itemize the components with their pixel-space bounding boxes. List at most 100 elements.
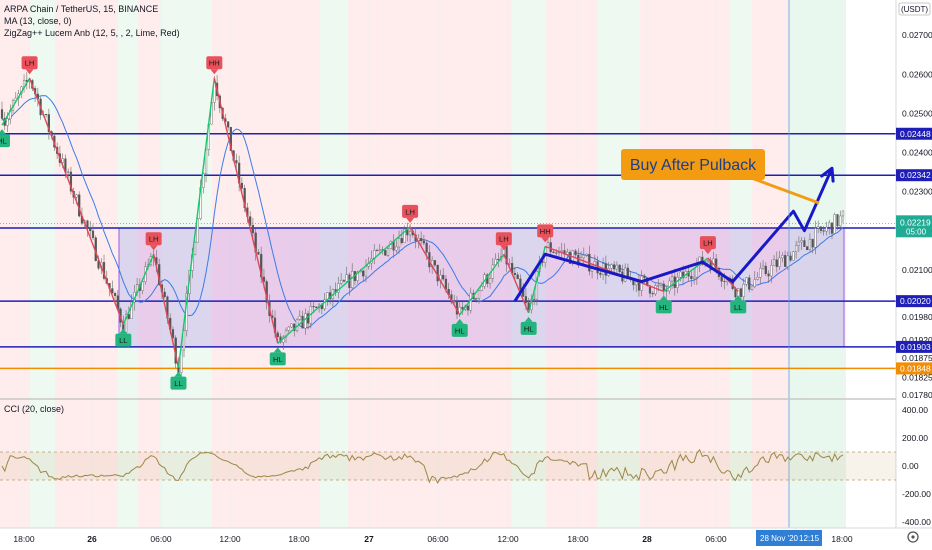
candle-body	[6, 118, 9, 126]
pivot-label: HL	[655, 295, 672, 314]
candle-body	[552, 251, 555, 253]
candle-body	[69, 171, 73, 192]
price-tick-label: 0.01875	[902, 353, 932, 363]
pivot-text: HL	[455, 326, 465, 335]
pivot-pointer	[0, 129, 6, 135]
candle-body	[651, 293, 654, 295]
cci-tick-label: 200.00	[902, 433, 928, 443]
zigzag-segment	[277, 226, 411, 344]
pivot-badge	[451, 323, 468, 337]
pivot-text: LH	[25, 59, 35, 68]
settings-gear-icon[interactable]	[907, 531, 919, 543]
candle-body	[613, 264, 616, 270]
pivot-badge	[206, 56, 223, 70]
pivot-text: LL	[174, 379, 182, 388]
candle-body	[356, 271, 359, 281]
candle-body	[513, 272, 516, 275]
candle-body	[833, 214, 836, 234]
symbol-title[interactable]: ARPA Chain / TetherUS, 15, BINANCE	[4, 4, 158, 14]
candle-body	[89, 228, 92, 232]
buy-after-pullback-callout[interactable]: Buy After Pulback	[621, 149, 820, 205]
pivot-label: LH	[495, 232, 512, 251]
price-tick-label: 0.02100	[902, 265, 932, 275]
candle-body	[662, 283, 665, 291]
pivot-text: LH	[149, 235, 159, 244]
currency-badge[interactable]: (USDT)	[898, 2, 931, 16]
pivot-badge	[537, 224, 554, 238]
candle-body	[585, 253, 588, 256]
time-tick-label: 27	[364, 534, 374, 544]
candle-body	[761, 265, 765, 269]
candle-body	[306, 313, 310, 324]
candle-body	[420, 238, 423, 241]
pivot-badge	[520, 321, 537, 335]
cci-tick-labels: 400.00 200.00 0.00 -200.00 -400.00	[902, 405, 931, 527]
projection-path	[513, 166, 835, 302]
candle-body	[808, 238, 812, 251]
pivot-text: LH	[499, 235, 509, 244]
session-band	[212, 0, 235, 528]
pivot-label: HL	[0, 129, 10, 148]
candle-body	[825, 226, 828, 232]
cci-title[interactable]: CCI (20, close)	[4, 404, 64, 414]
candle-body	[47, 114, 50, 132]
pivot-label: LH	[145, 232, 162, 251]
price-tick-label: 0.02300	[902, 187, 932, 197]
candle-body	[533, 298, 536, 300]
candle-body	[803, 240, 806, 247]
candle-body	[657, 285, 660, 287]
current-price-label: 0.02219	[900, 217, 931, 227]
candle-body	[817, 226, 820, 229]
candle-body	[756, 277, 759, 280]
session-band	[790, 0, 846, 528]
pivot-label: HL	[269, 347, 286, 366]
ma-indicator-label[interactable]: MA (13, close, 0)	[4, 16, 72, 26]
candle-body	[748, 277, 751, 290]
candle-body	[519, 278, 522, 290]
zigzag-segment	[122, 253, 155, 325]
current-price-badge	[896, 215, 932, 238]
candle-body	[240, 182, 243, 189]
candle-body	[781, 255, 784, 259]
candle-body	[764, 265, 767, 275]
level-badge-label: 0.01848	[900, 363, 931, 373]
session-band	[752, 0, 790, 528]
pivot-badge	[269, 352, 286, 366]
candle-body	[783, 255, 787, 267]
price-tick-label: 0.02500	[902, 108, 932, 118]
candle-body	[789, 255, 792, 261]
pivot-label: LL	[170, 371, 187, 390]
candle-body	[836, 214, 839, 227]
pivot-pointer	[406, 217, 415, 223]
candle-body	[444, 278, 448, 290]
zigzag-segment	[544, 245, 665, 293]
candle-body	[767, 273, 770, 277]
zigzag-indicator-label[interactable]: ZigZag++ Lucem Anb (12, 5, , 2, Lime, Re…	[4, 28, 180, 38]
candle-body	[497, 258, 500, 260]
candle-body	[378, 249, 381, 251]
moving-average-line	[1, 95, 844, 329]
zigzag-segment	[28, 77, 124, 325]
candle-body	[753, 279, 756, 288]
candle-body	[690, 276, 693, 279]
pivot-pointer	[734, 295, 743, 301]
pivot-badge	[21, 56, 38, 70]
level-badge	[896, 169, 932, 182]
pivot-pointer	[273, 347, 282, 353]
candle-body	[582, 255, 585, 258]
pivot-label: LH	[402, 204, 419, 223]
price-axis[interactable]	[895, 0, 932, 528]
candle-body	[795, 245, 798, 252]
candle-body	[75, 194, 78, 198]
pivot-label: HH	[537, 224, 554, 243]
session-band	[118, 0, 138, 528]
time-tick-labels: 18:00 26 06:00 12:00 18:00 27 06:00 12:00 18:00 2…	[13, 534, 853, 544]
candle-body	[111, 288, 114, 294]
candle-body	[792, 251, 795, 261]
candle-body	[665, 290, 668, 292]
pivot-text: LH	[703, 239, 713, 248]
pivot-label: HH	[206, 56, 223, 75]
candle-body	[839, 215, 842, 227]
time-tick-label: 12:00	[497, 534, 519, 544]
